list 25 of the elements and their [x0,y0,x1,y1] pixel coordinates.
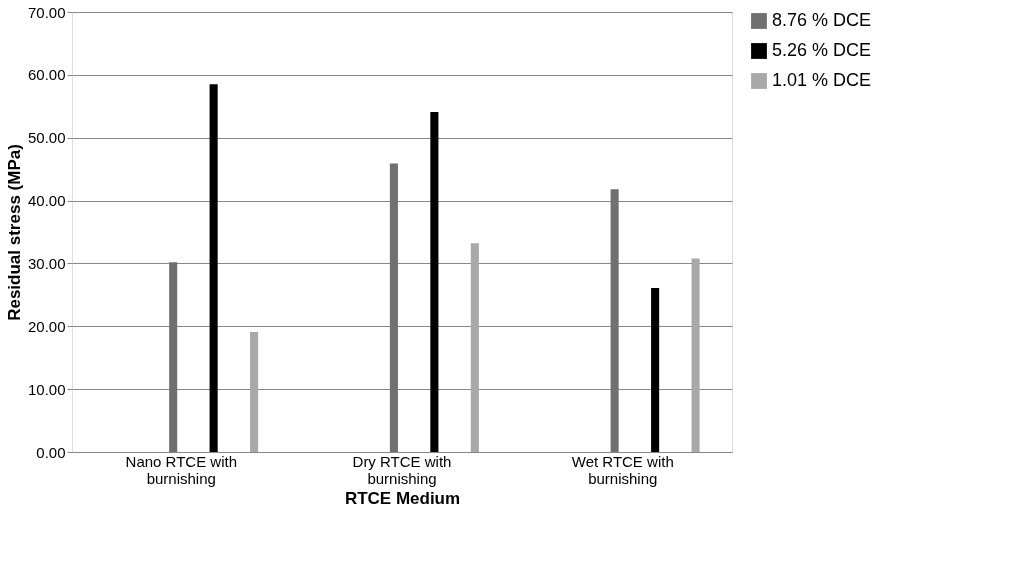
legend-label: 8.76 % DCE [772,10,872,30]
bar [169,262,178,452]
x-axis-title: RTCE Medium [344,488,461,508]
y-tick-label: 40.00 [27,192,66,210]
y-tick-label: 60.00 [27,66,66,84]
bar [691,258,700,452]
y-tick-label: 70.00 [27,3,66,21]
bar [250,331,259,452]
x-tick-label: Nano RTCE with burnishing [125,452,237,487]
bar [610,189,619,452]
y-tick-label: 30.00 [27,254,66,272]
bar [470,243,479,452]
x-tick-label: Dry RTCE with burnishing [352,452,452,487]
y-tick-label: 0.00 [36,443,66,461]
x-tick-label: Wet RTCE with burnishing [571,452,674,487]
legend-label: 1.01 % DCE [772,70,872,90]
bar [651,287,660,452]
y-axis-title: Residual stress (MPa) [4,144,24,321]
y-tick-label: 10.00 [27,380,66,398]
bar [389,163,398,452]
y-tick-label: 20.00 [27,317,66,335]
bar [209,84,218,452]
bar [430,111,439,452]
y-tick-label: 50.00 [27,129,66,147]
legend-label: 5.26 % DCE [772,40,872,60]
